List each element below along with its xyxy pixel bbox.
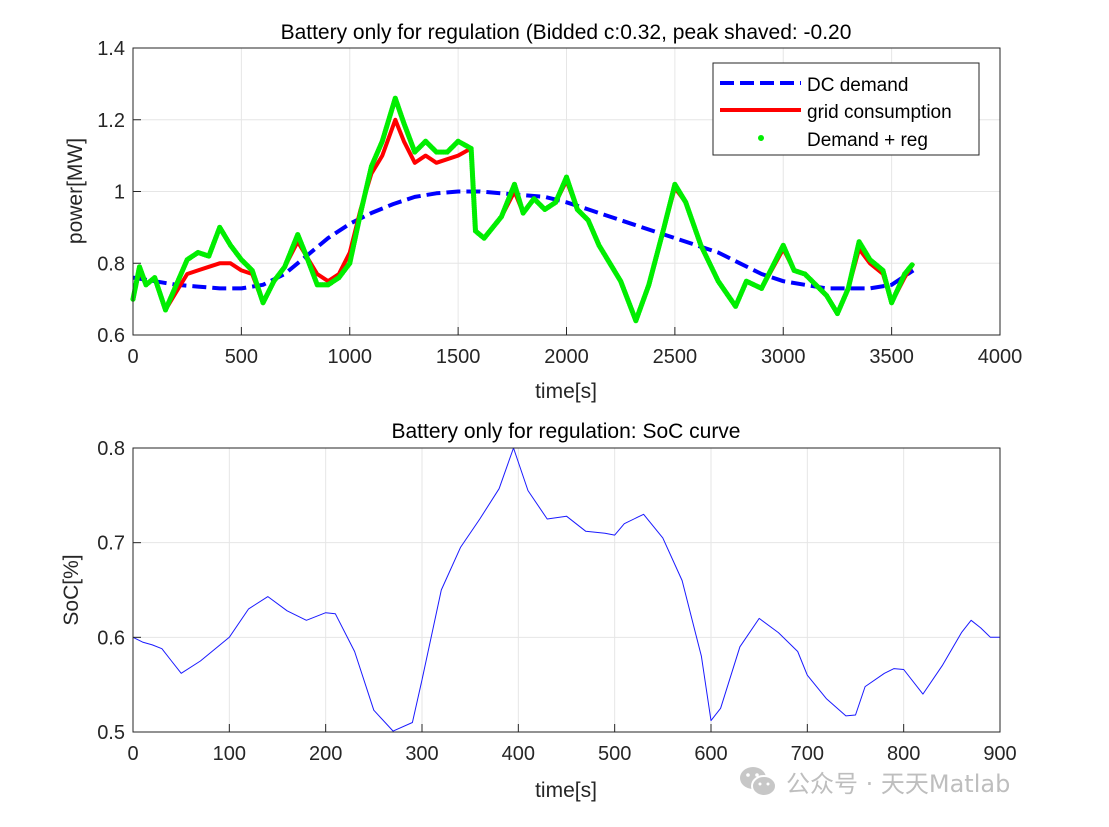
power-y-tick-label: 1 [114, 182, 125, 204]
power-series [130, 95, 916, 324]
soc-x-tick-label: 0 [127, 743, 138, 765]
soc-y-tick-label: 0.8 [97, 438, 125, 460]
series-line-dc-demand [132, 189, 915, 291]
soc-chart: 0 100 200 300 400 500 600 700 800 900 0.5 0.6 0.7 0.8… [60, 420, 1017, 802]
power-x-tick-label: 2000 [544, 346, 589, 368]
power-chart: 0 500 1000 1500 2000 2500 3000 3500 4000 0.6 0.8 1 1… [64, 21, 1022, 403]
power-y-tick-label: 1.2 [97, 110, 125, 132]
power-x-tick-label: 500 [225, 346, 258, 368]
soc-y-tick-label: 0.6 [97, 627, 125, 649]
soc-x-tick-label: 500 [598, 743, 631, 765]
soc-axes-box [132, 447, 1001, 733]
power-chart-title: Battery only for regulation (Bidded c:0.… [281, 21, 852, 44]
power-x-tick-label: 1000 [328, 346, 373, 368]
series-point-demand-reg [909, 262, 915, 268]
power-y-axis-label: power[MW] [64, 138, 87, 244]
soc-x-tick-label: 300 [405, 743, 438, 765]
power-legend: DC demand grid consumption Demand + reg [712, 62, 980, 156]
soc-x-tick-label: 200 [309, 743, 342, 765]
soc-y-tick-label: 0.5 [97, 722, 125, 744]
power-x-tick-label: 1500 [436, 346, 481, 368]
soc-x-tick-label: 700 [791, 743, 824, 765]
soc-ticks: 0 100 200 300 400 500 600 700 800 900 0.5 0.6 0.7 0.8 [97, 438, 1017, 765]
soc-plot-area [133, 448, 1000, 732]
legend-swatch-demand-reg [758, 135, 764, 141]
soc-x-tick-label: 900 [983, 743, 1016, 765]
series-line-soc [132, 447, 1000, 732]
power-x-axis-label: time[s] [535, 380, 597, 403]
watermark-text: 公众号 · 天天Matlab [786, 770, 1011, 798]
soc-chart-title: Battery only for regulation: SoC curve [391, 420, 740, 443]
power-x-tick-label: 3000 [761, 346, 806, 368]
series-demand-reg [130, 95, 915, 324]
soc-x-axis-label: time[s] [535, 779, 597, 802]
soc-x-tick-label: 400 [502, 743, 535, 765]
soc-x-tick-label: 800 [887, 743, 920, 765]
power-y-tick-label: 1.4 [97, 38, 125, 60]
power-ticks: 0 500 1000 1500 2000 2500 3000 3500 4000 0.6 0.8 1 1… [97, 38, 1022, 368]
watermark: 公众号 · 天天Matlab [738, 764, 1010, 799]
soc-y-tick-label: 0.7 [97, 533, 125, 555]
legend-label-dc-demand: DC demand [807, 75, 908, 96]
power-x-tick-label: 2500 [653, 346, 698, 368]
power-x-tick-label: 3500 [869, 346, 914, 368]
power-y-tick-label: 0.8 [97, 253, 125, 275]
soc-series [132, 447, 1000, 732]
power-x-tick-label: 0 [127, 346, 138, 368]
soc-x-tick-label: 100 [213, 743, 246, 765]
soc-x-tick-label: 600 [694, 743, 727, 765]
legend-label-grid-consumption: grid consumption [807, 102, 952, 123]
soc-y-axis-label: SoC[%] [60, 554, 83, 625]
power-y-tick-label: 0.6 [97, 325, 125, 347]
legend-label-demand-reg: Demand + reg [807, 130, 928, 151]
wechat-icon [740, 766, 777, 797]
power-x-tick-label: 4000 [978, 346, 1023, 368]
